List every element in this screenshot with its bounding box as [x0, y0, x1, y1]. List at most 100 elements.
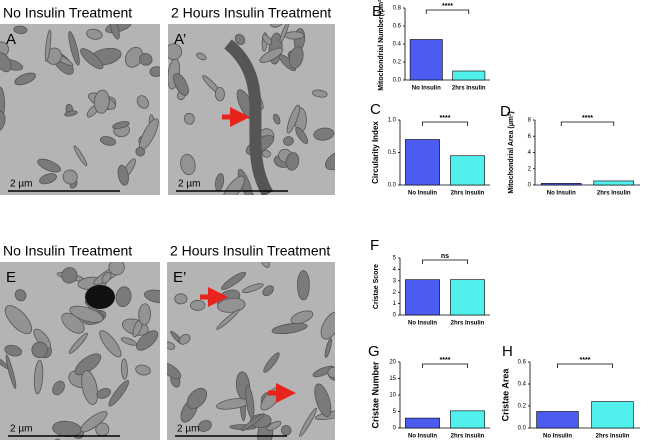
organelle	[214, 86, 225, 102]
bar	[452, 70, 486, 81]
significance: ****	[582, 115, 593, 122]
organelle	[108, 262, 125, 276]
y-tick-label: 3	[393, 278, 397, 284]
organelle	[286, 104, 300, 134]
organelle	[86, 28, 103, 40]
significance: ****	[442, 3, 453, 10]
organelle	[167, 362, 182, 380]
organelle	[138, 303, 151, 326]
organelle	[62, 169, 78, 185]
y-tick-label: 1	[393, 301, 397, 307]
organelle	[241, 413, 265, 432]
significance-bracket	[422, 121, 468, 126]
organelle	[313, 127, 335, 141]
panel-label: A	[6, 31, 16, 48]
organelle	[101, 271, 112, 284]
organelle	[262, 34, 273, 46]
organelle	[288, 46, 304, 69]
x-tick-label: 2hrs Insulin	[451, 434, 485, 440]
image-title: 2 Hours Insulin Treatment	[171, 5, 331, 21]
x-tick-label: No Insulin	[408, 191, 437, 197]
organelle	[283, 136, 294, 146]
organelle	[341, 78, 367, 110]
organelle	[0, 52, 12, 73]
significance-bracket	[425, 9, 470, 14]
y-tick-label: 0.0	[388, 183, 397, 189]
organelle	[222, 175, 245, 195]
panel-label: E	[6, 269, 16, 286]
y-axis-label: Cristae Area	[500, 368, 510, 422]
organelle	[324, 338, 332, 358]
x-tick-label: 2hrs Insulin	[452, 86, 486, 92]
y-tick-label: 10	[389, 393, 396, 399]
bar	[405, 139, 440, 186]
organelle	[5, 354, 17, 390]
y-tick-label: 0.8	[393, 6, 402, 12]
bar	[536, 411, 579, 429]
organelle	[245, 385, 255, 419]
panel-letter: C	[370, 101, 381, 118]
bar	[591, 401, 634, 429]
organelle	[262, 285, 274, 297]
y-axis-label: Mitochondrial Area (µm²)	[508, 111, 515, 193]
micrograph	[0, 262, 160, 440]
y-axis-label: Cristae Score	[373, 264, 380, 309]
organelle	[99, 330, 122, 358]
organelle	[311, 89, 328, 98]
x-tick-label: 2hrs Insulin	[451, 321, 485, 327]
y-axis-label: Circularity Index	[371, 121, 380, 184]
organelle	[234, 33, 246, 45]
organelle	[343, 324, 360, 341]
panel-letter: H	[502, 343, 513, 360]
organelle	[261, 149, 271, 158]
organelle	[197, 419, 212, 432]
significance-bracket	[422, 259, 468, 264]
organelle	[96, 387, 111, 399]
organelle	[190, 299, 206, 311]
organelle	[44, 29, 52, 62]
organelle	[178, 333, 191, 345]
significance-bracket	[422, 363, 468, 368]
organelle	[349, 357, 367, 375]
organelle	[73, 145, 88, 167]
panel-letter: B	[372, 3, 382, 20]
y-tick-label: 5	[393, 409, 397, 415]
organelle	[273, 113, 281, 125]
x-tick-label: No Insulin	[412, 86, 441, 92]
y-tick-label: 6	[528, 134, 532, 140]
panel-label: A’	[174, 31, 186, 48]
organelle	[13, 25, 28, 35]
organelle	[280, 425, 292, 436]
organelle	[108, 380, 130, 407]
y-tick-label: 0	[528, 183, 532, 189]
image-title: 2 Hours Insulin Treatment	[170, 243, 330, 259]
bar	[540, 183, 582, 186]
organelle	[320, 311, 335, 340]
significance: ****	[580, 357, 591, 364]
organelle	[299, 407, 317, 437]
y-tick-label: 0.2	[518, 404, 527, 410]
bar	[409, 39, 443, 81]
organelle	[0, 110, 6, 134]
organelle	[135, 364, 151, 376]
panel-label: E’	[173, 269, 186, 286]
organelle	[174, 293, 188, 305]
organelle	[117, 164, 129, 186]
organelle	[14, 289, 27, 302]
dark-body	[85, 285, 115, 309]
organelle	[314, 383, 332, 418]
image-title: No Insulin Treatment	[3, 5, 132, 21]
scale-label: 2 µm	[177, 424, 199, 435]
organelle	[196, 52, 207, 61]
organelle	[242, 283, 264, 294]
organelle	[14, 72, 36, 86]
x-tick-label: 2hrs Insulin	[597, 191, 631, 197]
image-bg	[0, 262, 160, 440]
long-mito	[224, 39, 274, 195]
y-tick-label: 0.4	[518, 382, 527, 388]
y-tick-label: 0	[393, 426, 397, 432]
organelle	[68, 31, 80, 66]
y-tick-label: 0.0	[518, 426, 527, 432]
organelle	[173, 73, 189, 96]
